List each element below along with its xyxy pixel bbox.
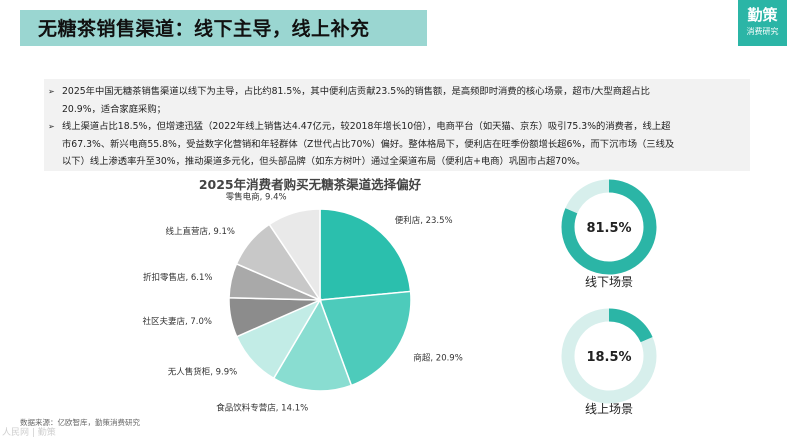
pie-label-1: 商超, 20.9% (413, 353, 462, 364)
offline-donut-chart: 81.5% (561, 179, 657, 275)
online-donut-caption: 线上场景 (584, 402, 633, 416)
summary-box: ➢ 2025年中国无糖茶销售渠道以线下为主导，占比约81.5%，其中便利店贡献2… (44, 79, 750, 171)
donut-2-segment-0 (608, 308, 653, 343)
page-title: 无糖茶销售渠道：线下主导，线上补充 (38, 18, 370, 40)
pie-label-6: 线上直营店, 9.1% (166, 226, 236, 237)
donut-1-segment-0 (561, 179, 657, 275)
title-bar (20, 10, 427, 46)
pie-label-7: 零售电商, 9.4% (226, 192, 287, 203)
bullet-2-line-2: 市67.3%、新兴电商55.8%，受益数字化营销和年轻群体（Z世代占比70%）偏… (62, 138, 675, 150)
pie-label-4: 社区夫妻店, 7.0% (143, 316, 213, 327)
bullet-2-line-3: 以下）线上渗透率升至30%，推动渠道多元化，但头部品牌（如东方树叶）通过全渠道布… (62, 156, 586, 167)
brand-logo: 勤策 消费研究 (738, 0, 787, 46)
brand-name: 勤策 (747, 6, 778, 24)
bullet-arrow-icon: ➢ (48, 87, 55, 96)
pie-slice-0 (319, 208, 412, 301)
bullet-1-line-1: 2025年中国无糖茶销售渠道以线下为主导，占比约81.5%，其中便利店贡献23.… (62, 86, 650, 97)
donut-1-segment-1 (565, 179, 610, 214)
data-source: 数据来源：亿欧智库，勤策消费研究 (20, 418, 140, 427)
bullet-1-line-2: 20.9%，适合家庭采购； (62, 103, 166, 115)
bullet-arrow-icon: ➢ (48, 122, 55, 131)
bullet-1: ➢ 2025年中国无糖茶销售渠道以线下为主导，占比约81.5%，其中便利店贡献2… (48, 83, 650, 118)
pie-chart-title: 2025年消费者购买无糖茶渠道选择偏好 (198, 177, 422, 192)
watermark: 人民网 | 勤策 (2, 428, 56, 438)
bullet-2-line-1: 线上渠道占比18.5%，但增速迅猛（2022年线上销售达4.47亿元，较2018… (62, 121, 671, 132)
pie-label-5: 折扣零售店, 6.1% (143, 272, 213, 283)
pie-slice-2 (272, 298, 353, 392)
online-donut-chart: 18.5% (561, 308, 657, 404)
donut-2-value: 18.5% (586, 350, 631, 365)
donut-1-value: 81.5% (586, 221, 631, 236)
brand-subtitle: 消费研究 (746, 27, 779, 36)
donut-2-segment-1 (561, 308, 657, 404)
offline-donut-caption: 线下场景 (584, 275, 633, 289)
pie-slice-7 (268, 208, 321, 303)
pie-label-2: 食品饮料专营店, 14.1% (216, 403, 308, 414)
bullet-2: ➢ 线上渠道占比18.5%，但增速迅猛（2022年线上销售达4.47亿元，较20… (48, 118, 675, 171)
pie-label-3: 无人售货柜, 9.9% (168, 367, 238, 378)
pie-label-0: 便利店, 23.5% (395, 215, 453, 226)
